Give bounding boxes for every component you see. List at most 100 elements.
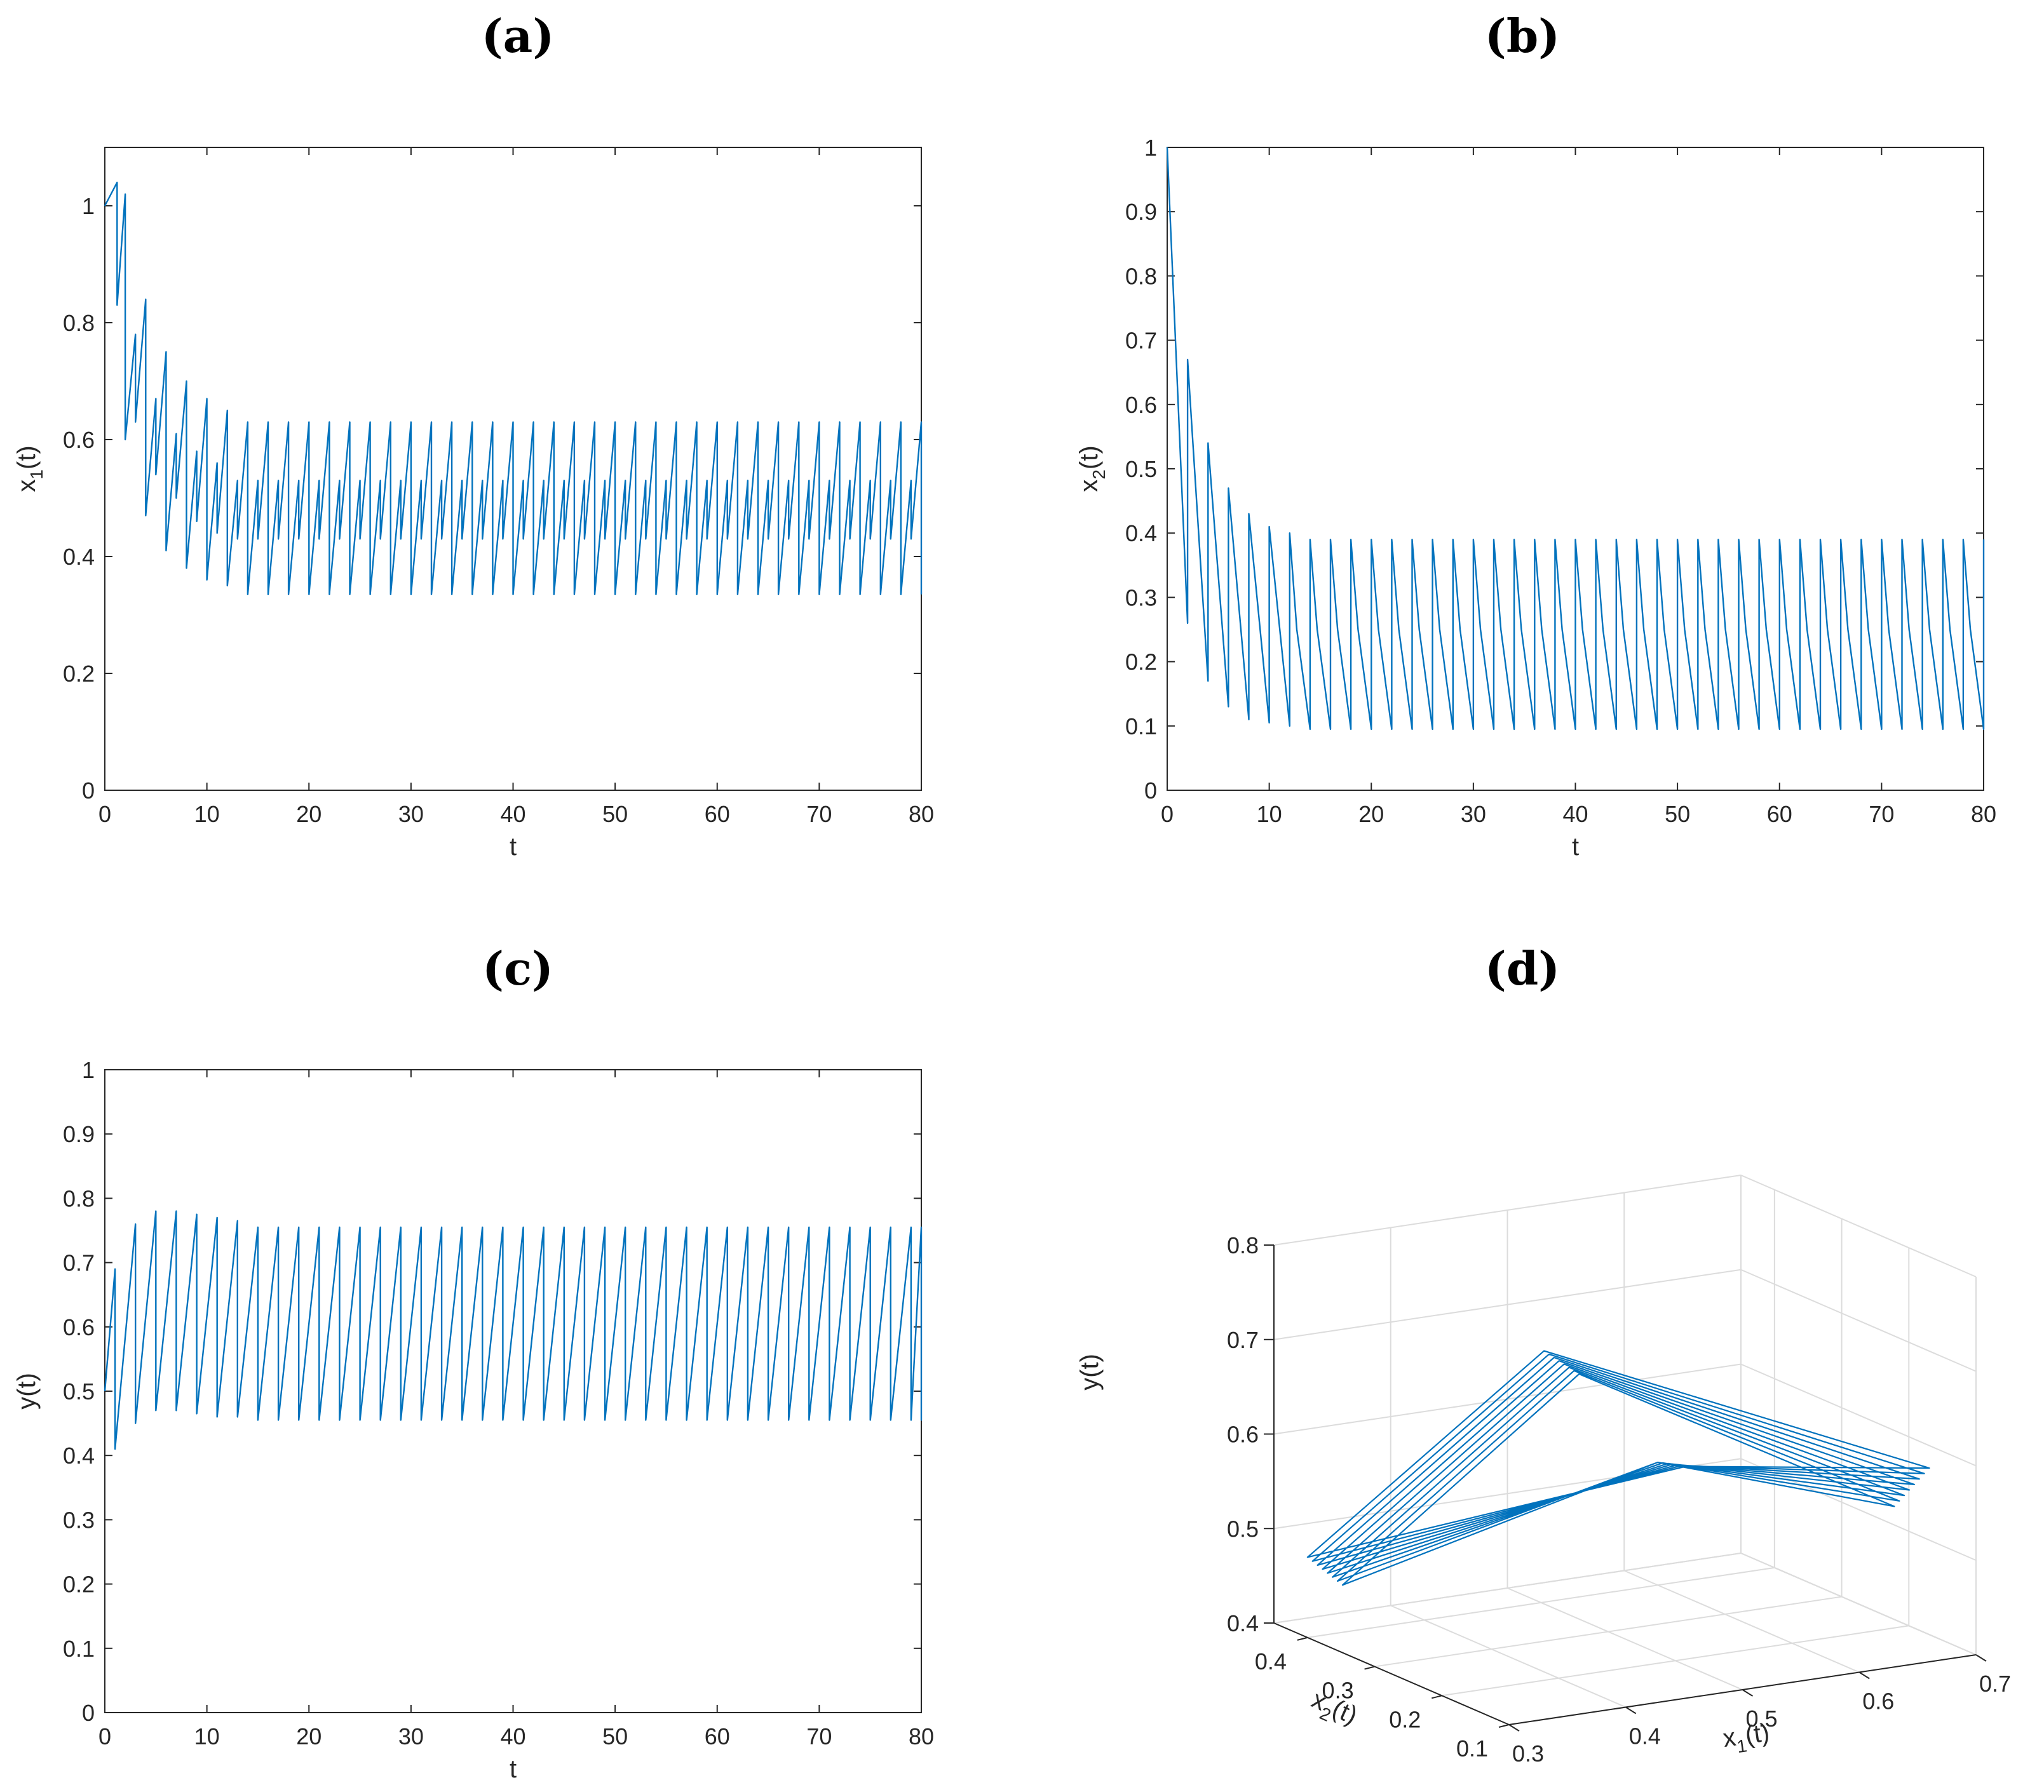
chart-panel-c: 0 10 20 30 40 50 60 70 80 0 0.1 0.2 0.3 0.4 0.5 0.6 0.7 0… <box>13 1057 934 1783</box>
y-tick-label-d: 0.1 <box>1456 1735 1488 1762</box>
y-axis-label-c: y(t) <box>13 1373 41 1410</box>
z-tick-label-d: 0.8 <box>1227 1232 1259 1258</box>
y-tick-label-b: 1 <box>1144 135 1157 161</box>
x-tick-label-b: 70 <box>1869 801 1894 827</box>
panel-label-d: (d) <box>1485 941 1560 995</box>
x-tick-label-c: 70 <box>806 1723 832 1749</box>
y-tick-label-c: 0.7 <box>63 1250 95 1276</box>
x-tick-d <box>1858 1671 1870 1680</box>
y-tick-label-b: 0 <box>1144 778 1157 804</box>
x-axis-label-b: t <box>1572 833 1579 861</box>
y-tick-label-d: 0.4 <box>1255 1648 1287 1674</box>
y-tick-d <box>1364 1666 1375 1670</box>
series-line-b <box>1166 147 1985 731</box>
x-tick-label-c: 30 <box>398 1723 424 1749</box>
y-tick-label-a: 0.4 <box>63 544 95 570</box>
y-tick-label-b: 0.3 <box>1125 584 1157 610</box>
chart-panel-a: 0 10 20 30 40 50 60 70 80 0 0.2 0.4 0.6 0.8 1 t x1(t) <box>13 147 934 861</box>
y-tick-label-a: 0.2 <box>63 661 95 687</box>
y-tick-label-c: 0.4 <box>63 1443 95 1469</box>
x-axis-label-a: t <box>510 833 517 861</box>
grid-line-floor-y <box>1374 1596 1842 1667</box>
x-tick-label-c: 60 <box>705 1723 730 1749</box>
x-tick-label-d: 0.5 <box>1745 1706 1777 1732</box>
x-tick-label-a: 40 <box>500 801 525 827</box>
y-tick-d <box>1498 1724 1510 1728</box>
y-tick-label-b: 0.5 <box>1125 456 1157 482</box>
grid-edge <box>1273 1553 1742 1624</box>
y-tick-label-a: 1 <box>82 193 95 219</box>
x-tick-label-d: 0.6 <box>1862 1688 1894 1715</box>
x-tick-label-b: 80 <box>1971 801 1996 827</box>
y-tick-label-c: 0.1 <box>63 1636 95 1662</box>
y-tick-label-c: 1 <box>82 1057 95 1083</box>
panel-label-b: (b) <box>1485 9 1560 63</box>
y-tick-label-b: 0.2 <box>1125 649 1157 675</box>
x-tick-label-b: 60 <box>1767 801 1792 827</box>
x-tick-d <box>1508 1724 1520 1732</box>
x-tick-label-c: 0 <box>98 1723 111 1749</box>
grid-edge <box>1740 1553 1977 1655</box>
x-tick-label-c: 10 <box>194 1723 220 1749</box>
y-tick-label-b: 0.8 <box>1125 263 1157 289</box>
x-tick-d <box>1975 1654 1987 1662</box>
x-tick-label-b: 10 <box>1257 801 1282 827</box>
grid-line-back-z <box>1273 1175 1742 1246</box>
grid-line-floor-x <box>1390 1605 1627 1708</box>
x-tick-label-a: 0 <box>98 801 111 827</box>
grid-line-floor-x <box>1623 1570 1860 1673</box>
x-tick-label-a: 60 <box>705 801 730 827</box>
chart-panel-b: 0 10 20 30 40 50 60 70 80 0 0.1 0.2 0.3 0.4 0.5 0.6 0.7 0… <box>1075 135 1996 861</box>
y-tick-d <box>1297 1636 1308 1641</box>
y-tick-label-b: 0.9 <box>1125 199 1157 225</box>
x-axis-label-d: x1(t) <box>1721 1718 1772 1758</box>
series-line-c <box>104 1210 923 1450</box>
y-tick-label-c: 0.2 <box>63 1572 95 1598</box>
y-tick-label-b: 0.7 <box>1125 328 1157 354</box>
x-tick-label-c: 80 <box>909 1723 934 1749</box>
y-tick-label-a: 0.6 <box>63 427 95 453</box>
x-tick-d <box>1742 1689 1754 1697</box>
z-tick-label-d: 0.7 <box>1227 1327 1259 1353</box>
x-tick-label-b: 50 <box>1665 801 1690 827</box>
x-tick-label-b: 30 <box>1461 801 1486 827</box>
x-tick-label-a: 80 <box>909 801 934 827</box>
y-tick-label-a: 0 <box>82 778 95 804</box>
x-tick-label-a: 70 <box>806 801 832 827</box>
x-tick-label-a: 10 <box>194 801 220 827</box>
x-tick-label-a: 50 <box>602 801 628 827</box>
y-axis-label-b: x2(t) <box>1075 445 1109 492</box>
y-tick-label-c: 0.3 <box>63 1507 95 1533</box>
y-tick-label-b: 0.4 <box>1125 520 1157 546</box>
y-tick-label-d: 0.2 <box>1389 1706 1421 1732</box>
y-axis-line <box>1273 1622 1510 1725</box>
y-tick-d <box>1431 1695 1442 1699</box>
y-tick-label-c: 0.6 <box>63 1314 95 1340</box>
x-tick-label-c: 40 <box>500 1723 525 1749</box>
x-tick-label-b: 0 <box>1161 801 1174 827</box>
z-tick-label-d: 0.6 <box>1227 1422 1259 1448</box>
y-tick-label-c: 0.8 <box>63 1185 95 1211</box>
x-tick-label-a: 30 <box>398 801 424 827</box>
y-tick-label-b: 0.6 <box>1125 392 1157 418</box>
x-axis-label-c: t <box>510 1755 517 1783</box>
trajectory-line-d <box>1306 1350 1930 1586</box>
panel-label-c: (c) <box>482 941 553 995</box>
x-tick-label-c: 50 <box>602 1723 628 1749</box>
chart-panel-d: 0.3 0.4 0.5 0.6 0.7 0.1 0.2 0.3 0.4 0.4 0.5 0.6 0.7 0… <box>1076 1175 2011 1767</box>
x-tick-label-d: 0.4 <box>1629 1723 1661 1749</box>
x-tick-label-b: 20 <box>1358 801 1384 827</box>
x-tick-label-c: 20 <box>296 1723 321 1749</box>
panel-label-a: (a) <box>482 9 555 63</box>
z-tick-label-d: 0.5 <box>1227 1516 1259 1542</box>
grid-line-floor-y <box>1307 1566 1775 1638</box>
series-line-a <box>104 182 923 595</box>
grid-line-side-z <box>1740 1175 1977 1277</box>
y-tick-label-d: 0.3 <box>1322 1678 1354 1704</box>
grid-line-back-z <box>1273 1269 1742 1340</box>
y-tick-label-c: 0 <box>82 1700 95 1726</box>
x-tick-label-d: 0.7 <box>1979 1671 2011 1697</box>
y-axis-label-a: x1(t) <box>13 445 46 492</box>
grid-line-side-z <box>1740 1363 1977 1467</box>
